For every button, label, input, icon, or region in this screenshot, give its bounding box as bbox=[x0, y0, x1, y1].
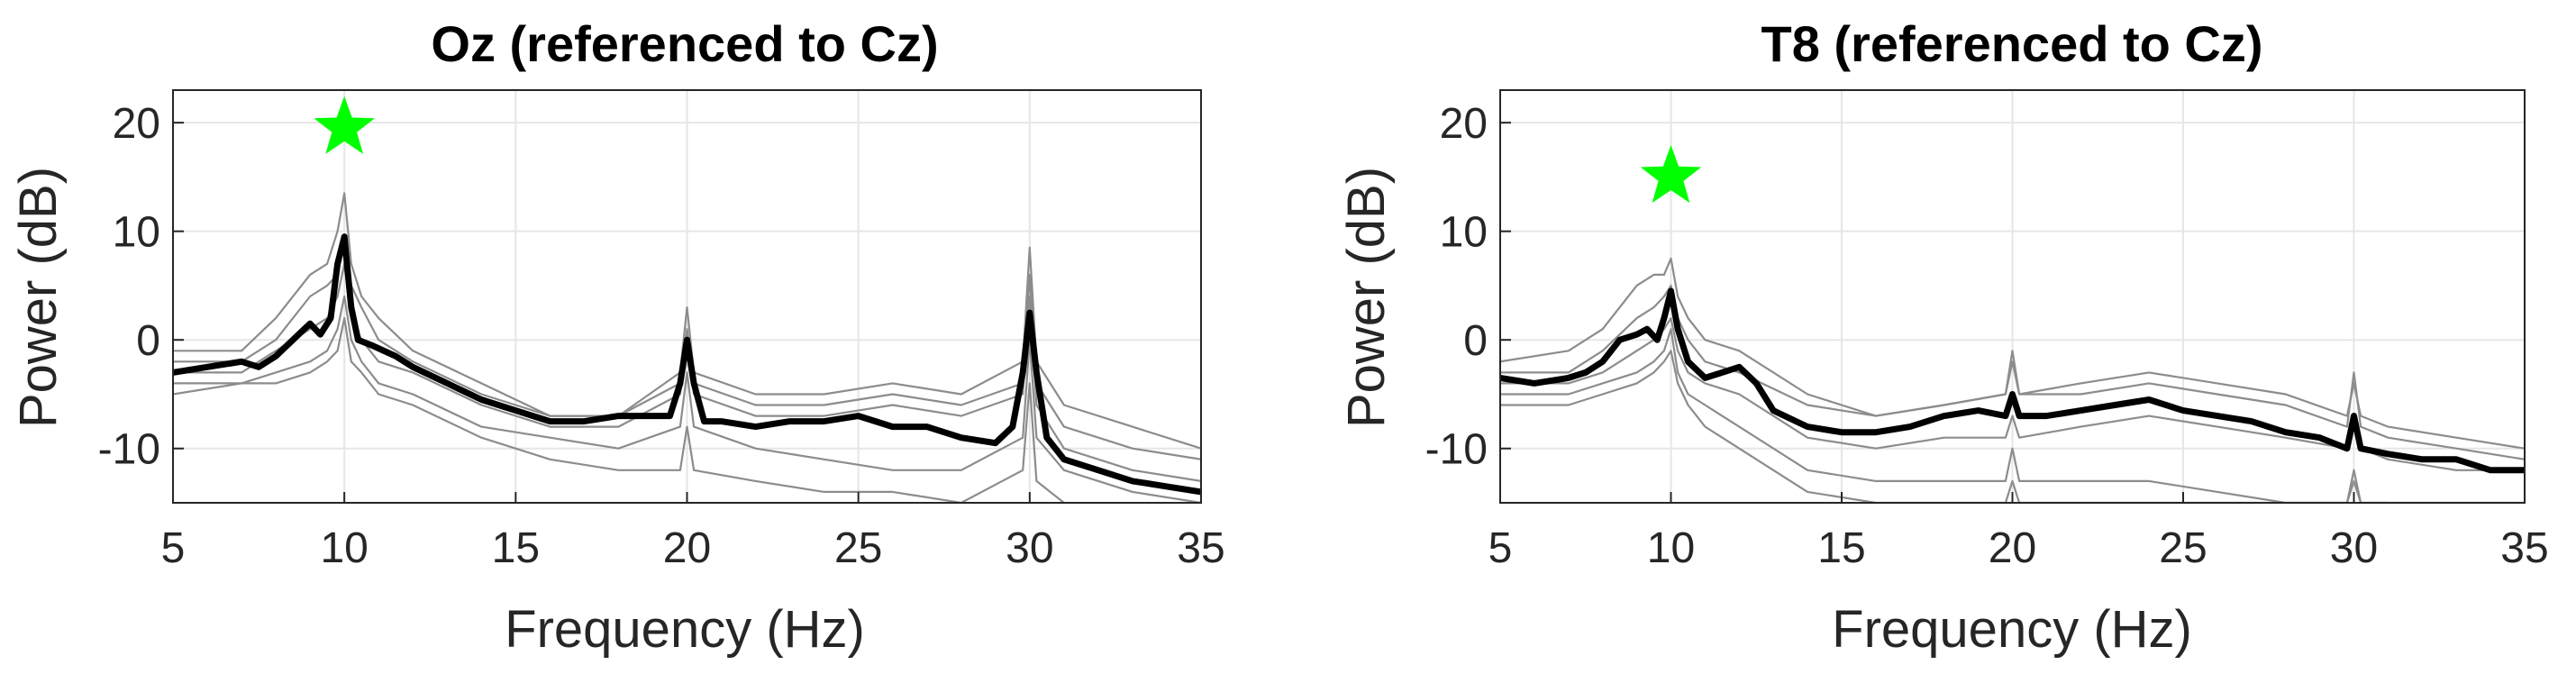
y-tick-label: -10 bbox=[98, 426, 160, 474]
marker-layer bbox=[314, 96, 375, 154]
y-tick-label: -10 bbox=[1425, 426, 1488, 474]
marker-layer bbox=[1640, 144, 1702, 204]
grid bbox=[1499, 90, 2526, 503]
y-tick-label: 0 bbox=[136, 317, 160, 365]
x-tick-label: 35 bbox=[2500, 524, 2548, 572]
series-individual-line bbox=[173, 317, 1070, 503]
series-individual-line bbox=[1500, 284, 2525, 460]
series-individual-line bbox=[1500, 350, 2525, 503]
series-individual-line bbox=[173, 295, 1201, 503]
x-tick-label: 30 bbox=[1006, 524, 1053, 572]
y-axis-label: Power (dB) bbox=[1337, 167, 1396, 428]
y-tick-label: 20 bbox=[1440, 100, 1488, 148]
x-axis-label: Frequency (Hz) bbox=[505, 600, 865, 659]
chart-title: Oz (referenced to Cz) bbox=[431, 15, 938, 72]
chart-title: T8 (referenced to Cz) bbox=[1761, 15, 2263, 72]
chart-t8: T8 (referenced to Cz) 5 10 15 20 25 30 35 20 10 0… bbox=[1337, 15, 2549, 659]
x-tick-label: 25 bbox=[834, 524, 882, 572]
y-tick-label: 0 bbox=[1463, 317, 1488, 365]
y-axis-label: Power (dB) bbox=[9, 167, 68, 428]
ticks: 5 10 15 20 25 30 35 20 10 0 -10 bbox=[98, 100, 1225, 572]
series-layer bbox=[173, 192, 1201, 503]
chart-oz: Oz (referenced to Cz) 5 10 15 20 25 30 35 20 10 0… bbox=[9, 15, 1225, 659]
x-tick-label: 20 bbox=[663, 524, 711, 572]
x-tick-label: 10 bbox=[1647, 524, 1695, 572]
ticks: 5 10 15 20 25 30 35 20 10 0 -10 bbox=[1425, 100, 2549, 572]
series-individual-line bbox=[1500, 328, 2395, 503]
y-tick-label: 10 bbox=[1440, 209, 1488, 257]
x-tick-label: 20 bbox=[1989, 524, 2036, 572]
x-tick-label: 5 bbox=[161, 524, 186, 572]
x-tick-label: 25 bbox=[2159, 524, 2207, 572]
x-tick-label: 30 bbox=[2330, 524, 2378, 572]
x-tick-label: 15 bbox=[492, 524, 540, 572]
y-tick-label: 20 bbox=[113, 100, 160, 148]
star-marker bbox=[1640, 144, 1702, 204]
series-mean-line bbox=[173, 233, 1201, 496]
x-tick-label: 5 bbox=[1488, 524, 1513, 572]
x-tick-label: 35 bbox=[1177, 524, 1224, 572]
x-tick-label: 10 bbox=[320, 524, 368, 572]
series-mean-line bbox=[1500, 287, 2525, 474]
x-tick-label: 15 bbox=[1817, 524, 1865, 572]
x-axis-label: Frequency (Hz) bbox=[1832, 600, 2192, 659]
y-tick-label: 10 bbox=[113, 209, 160, 257]
star-marker bbox=[314, 96, 375, 154]
series-layer bbox=[1500, 257, 2525, 503]
